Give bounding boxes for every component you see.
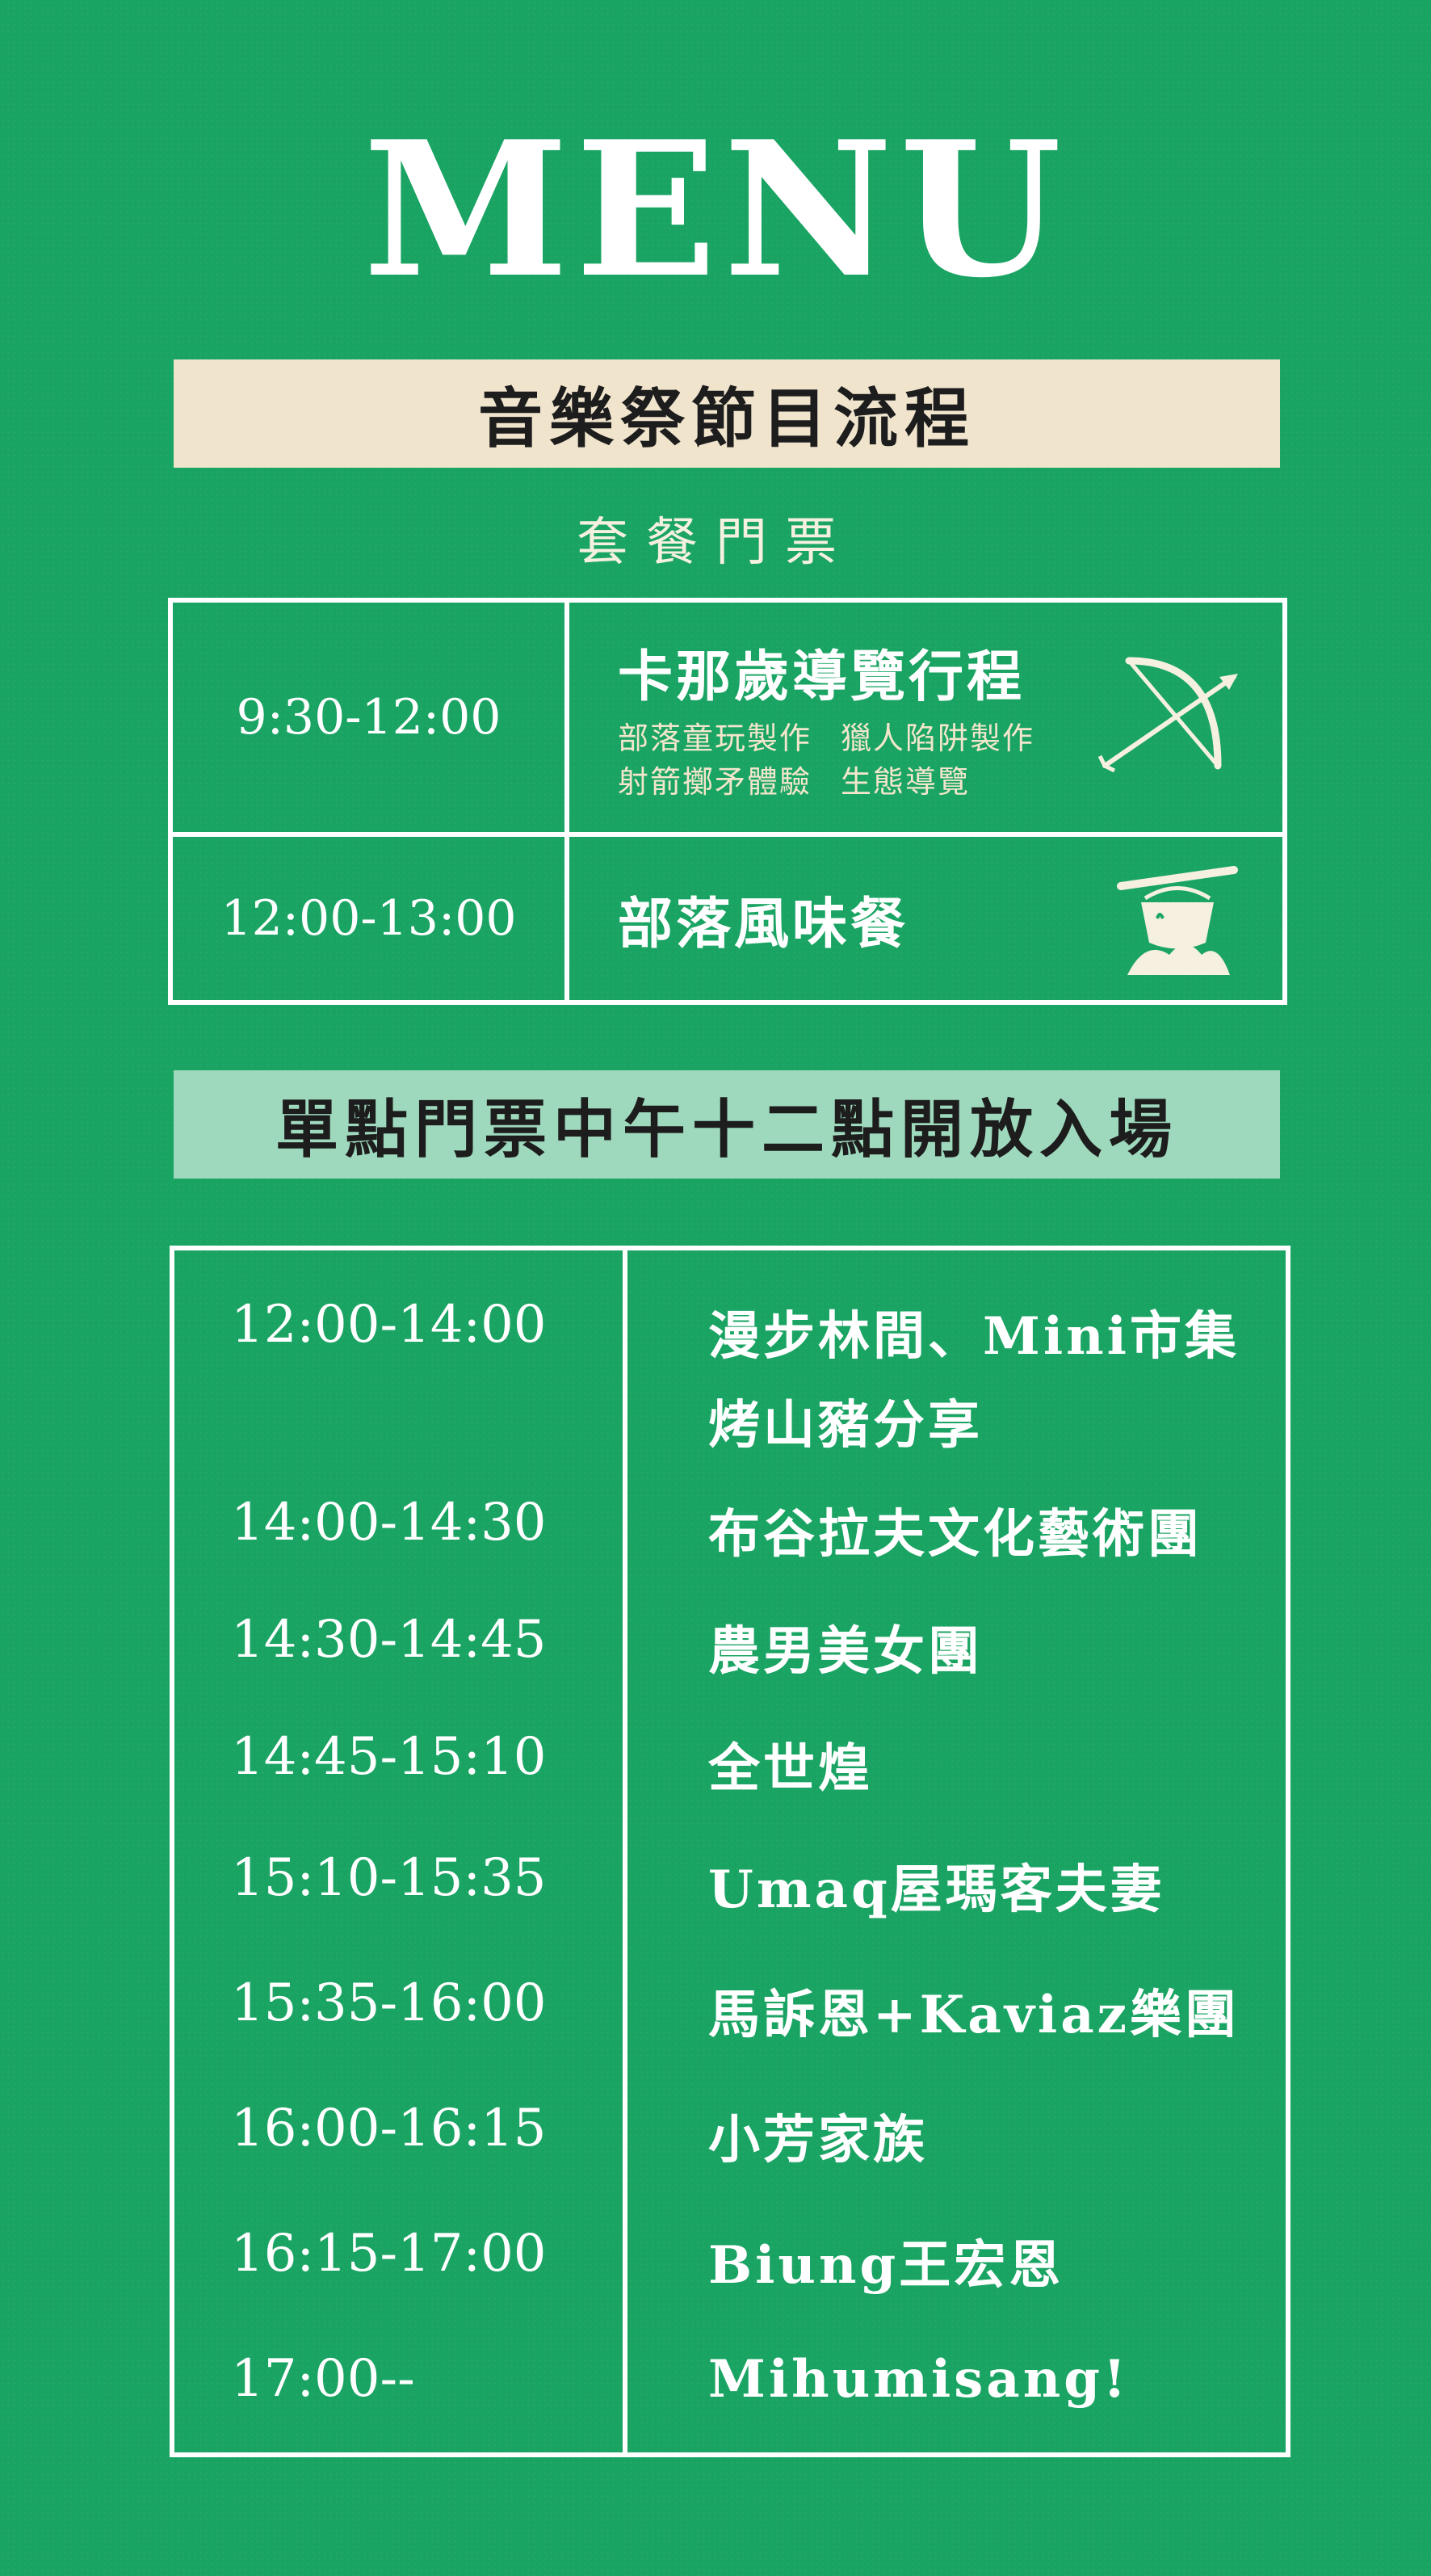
schedule-time: 17:00-- <box>231 2349 415 2409</box>
tour-title: 卡那歲導覽行程 <box>618 644 1026 709</box>
meal-title: 部落風味餐 <box>618 891 909 956</box>
schedule-act: Mihumisang! <box>708 2349 1130 2410</box>
schedule-act: Umaq屋瑪客夫妻 <box>708 1860 1165 1920</box>
tour-detail: 獵人陷阱製作 <box>841 720 1035 756</box>
package-time: 12:00-13:00 <box>168 832 569 1005</box>
package-time: 9:30-12:00 <box>168 598 569 837</box>
tour-details: 部落童玩製作 獵人陷阱製作 射箭擲矛體驗 生態導覽 <box>618 716 1282 804</box>
package-schedule-table: 9:30-12:00 卡那歲導覽行程 部落童玩製作 獵人陷阱製作 射箭擲矛體驗 生態… <box>168 598 1287 1005</box>
schedule-time: 15:35-16:00 <box>231 1973 547 2033</box>
schedule-time: 14:45-15:10 <box>231 1727 547 1787</box>
schedule-act: 農男美女團 <box>708 1621 983 1682</box>
schedule-act-line: 漫步林間、Mini市集 <box>708 1306 1240 1367</box>
package-row: 12:00-13:00 部落風味餐 <box>168 832 1287 1005</box>
act-column: 漫步林間、Mini市集 烤山豬分享 布谷拉夫文化藝術團 農男美女團 全世煌 Um… <box>623 1246 1290 2457</box>
schedule-time: 14:00-14:30 <box>231 1493 547 1553</box>
package-activity-cell: 部落風味餐 <box>564 832 1287 1005</box>
package-row: 9:30-12:00 卡那歲導覽行程 部落童玩製作 獵人陷阱製作 射箭擲矛體驗 生態… <box>168 598 1287 837</box>
tour-detail: 部落童玩製作 <box>618 720 812 756</box>
schedule-act: 漫步林間、Mini市集 烤山豬分享 <box>708 1295 1286 1493</box>
package-activity-cell: 卡那歲導覽行程 部落童玩製作 獵人陷阱製作 射箭擲矛體驗 生態導覽 <box>564 598 1287 837</box>
tour-detail: 生態導覽 <box>841 763 971 800</box>
schedule-time: 16:15-17:00 <box>231 2224 547 2284</box>
schedule-act: 馬訴恩+Kaviaz樂團 <box>708 1985 1240 2045</box>
schedule-act: 全世煌 <box>708 1738 873 1799</box>
schedule-act: 小芳家族 <box>708 2110 928 2170</box>
schedule-act: Biung王宏恩 <box>708 2235 1064 2296</box>
festival-schedule-banner: 音樂祭節目流程 <box>174 359 1280 468</box>
cooking-pot-icon <box>1117 866 1238 975</box>
schedule-time: 16:00-16:15 <box>231 2099 547 2158</box>
menu-title: MENU <box>363 101 1068 319</box>
tour-detail: 射箭擲矛體驗 <box>618 763 812 800</box>
package-ticket-heading: 套餐門票 <box>577 513 854 573</box>
time-column: 12:00-14:00 14:00-14:30 14:30-14:45 14:4… <box>170 1246 627 2457</box>
single-ticket-schedule-table: 12:00-14:00 14:00-14:30 14:30-14:45 14:4… <box>170 1246 1290 2457</box>
bow-arrow-icon <box>1097 657 1238 773</box>
schedule-time: 15:10-15:35 <box>231 1848 547 1908</box>
schedule-act-line: 烤山豬分享 <box>708 1395 983 1456</box>
schedule-time: 14:30-14:45 <box>231 1610 547 1670</box>
schedule-time: 12:00-14:00 <box>231 1295 547 1355</box>
single-ticket-banner: 單點門票中午十二點開放入場 <box>174 1070 1280 1179</box>
schedule-act: 布谷拉夫文化藝術團 <box>708 1504 1202 1565</box>
